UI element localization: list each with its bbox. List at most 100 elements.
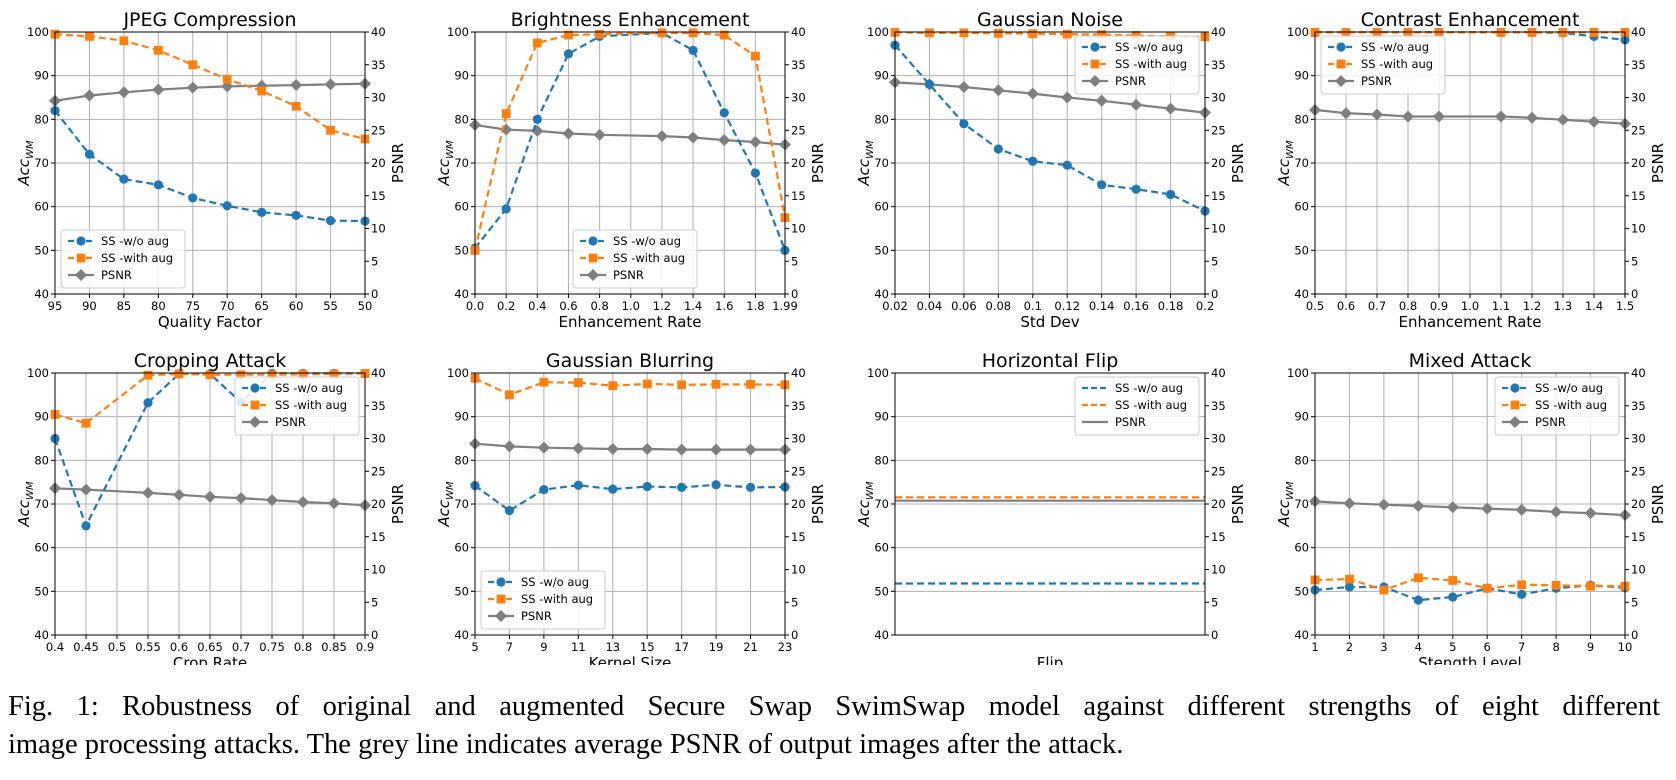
y-tick-label-right: 30 xyxy=(371,91,386,105)
data-point-without-aug xyxy=(119,174,129,184)
y-tick-label-left: 80 xyxy=(34,112,49,126)
y-tick-label-right: 0 xyxy=(371,287,378,301)
data-point-psnr xyxy=(749,136,762,149)
y-tick-label-right: 5 xyxy=(791,595,798,609)
x-tick-label: 0.65 xyxy=(197,640,223,654)
data-point-with-aug xyxy=(1517,580,1527,590)
y-tick-label-left: 90 xyxy=(34,69,49,83)
data-point-without-aug xyxy=(84,149,95,159)
chart-title: Gaussian Blurring xyxy=(546,350,714,372)
series-line-with-aug xyxy=(54,372,366,425)
data-point-psnr xyxy=(1550,505,1563,518)
y-axis-label-right: PSNR xyxy=(1649,143,1667,183)
y-tick-label-left: 50 xyxy=(34,584,49,598)
y-tick-label-left: 50 xyxy=(874,584,889,598)
data-point-psnr xyxy=(328,497,340,510)
data-point-psnr xyxy=(1343,497,1356,510)
plot-frame xyxy=(1314,31,1626,295)
y-tick-label-left: 60 xyxy=(454,200,469,214)
legend-marker-psnr xyxy=(1089,75,1101,87)
y-tick-label-left: 70 xyxy=(1294,497,1309,511)
x-tick-label: 0.08 xyxy=(986,299,1012,313)
legend-label-with-aug: SS -with aug xyxy=(521,592,593,606)
legend-label-without-aug: SS -w/o aug xyxy=(1115,40,1183,54)
data-point-without-aug xyxy=(1028,156,1038,166)
x-tick-label: 0.7 xyxy=(232,640,250,654)
legend-label-psnr: PSNR xyxy=(1115,415,1146,429)
y-axis-label-left: AccWM xyxy=(435,481,456,528)
chart-title: Mixed Attack xyxy=(1409,350,1532,372)
legend-marker-with-aug xyxy=(1336,59,1346,69)
data-point-with-aug xyxy=(153,45,163,55)
data-point-with-aug xyxy=(85,31,94,41)
y-tick-label-right: 40 xyxy=(791,25,806,39)
y-tick-label-right: 10 xyxy=(371,222,386,236)
y-tick-label-left: 60 xyxy=(874,541,889,555)
y-tick-label-left: 100 xyxy=(1287,25,1309,39)
data-point-without-aug xyxy=(719,108,729,118)
data-point-psnr xyxy=(1340,107,1352,120)
series-line-psnr xyxy=(894,81,1206,114)
legend-marker-without-aug xyxy=(1090,42,1100,52)
legend: SS -w/o aug SS -with aug PSNR xyxy=(480,570,606,630)
y-tick-label-right: 40 xyxy=(1211,25,1226,39)
legend-label-psnr: PSNR xyxy=(1535,415,1566,429)
data-point-with-aug xyxy=(174,369,184,379)
data-point-with-aug xyxy=(1062,29,1072,39)
data-point-with-aug xyxy=(257,86,267,96)
data-point-psnr xyxy=(204,490,216,503)
y-tick-label-left: 80 xyxy=(874,112,889,126)
data-point-without-aug xyxy=(325,216,336,226)
y-tick-label-left: 50 xyxy=(1294,243,1309,257)
data-point-with-aug xyxy=(81,418,91,428)
y-tick-label-right: 35 xyxy=(791,58,806,72)
y-tick-label-right: 5 xyxy=(1631,595,1638,609)
data-point-with-aug xyxy=(326,125,335,135)
x-axis-label: Kernel Size xyxy=(589,654,672,665)
x-tick-label: 0.12 xyxy=(1054,299,1080,313)
y-tick-label-right: 25 xyxy=(791,123,806,137)
y-axis-label-right: PSNR xyxy=(1649,484,1667,524)
data-point-psnr xyxy=(173,488,185,501)
y-tick-label-right: 25 xyxy=(1631,464,1646,478)
y-axis-label-right: PSNR xyxy=(1229,484,1247,524)
y-tick-label-right: 0 xyxy=(1211,287,1218,301)
legend-label-psnr: PSNR xyxy=(521,609,552,623)
y-tick-label-right: 40 xyxy=(371,366,386,380)
x-tick-label: 0.1 xyxy=(1024,299,1042,313)
y-tick-label-left: 90 xyxy=(1294,69,1309,83)
x-tick-label: 0.02 xyxy=(882,299,908,313)
data-point-without-aug xyxy=(1517,589,1527,599)
data-point-psnr xyxy=(1446,501,1459,514)
x-tick-label: 60 xyxy=(289,299,304,313)
data-point-psnr xyxy=(80,483,92,496)
data-point-psnr xyxy=(266,494,278,507)
x-tick-label: 0.8 xyxy=(1399,299,1417,313)
x-tick-label: 65 xyxy=(254,299,269,313)
data-point-without-aug xyxy=(81,521,91,531)
legend-label-with-aug: SS -with aug xyxy=(613,251,685,265)
data-point-with-aug xyxy=(119,36,129,46)
y-tick-label-left: 90 xyxy=(34,410,49,424)
data-point-psnr xyxy=(1526,111,1538,124)
y-tick-label-left: 50 xyxy=(454,584,469,598)
data-point-psnr xyxy=(186,81,199,94)
legend-label-with-aug: SS -with aug xyxy=(1115,398,1187,412)
data-point-without-aug xyxy=(257,207,267,217)
x-tick-label: 90 xyxy=(82,299,97,313)
legend-label-psnr: PSNR xyxy=(613,268,644,282)
data-point-with-aug xyxy=(1586,581,1595,591)
y-tick-label-left: 70 xyxy=(34,497,49,511)
y-tick-label-right: 10 xyxy=(371,563,386,577)
data-point-without-aug xyxy=(532,114,542,124)
x-tick-label: 4 xyxy=(1415,640,1422,654)
y-tick-label-right: 15 xyxy=(1211,189,1226,203)
x-tick-label: 1.8 xyxy=(746,299,764,313)
y-tick-label-left: 80 xyxy=(454,453,469,467)
series-line-without-aug xyxy=(474,483,786,512)
legend: SS -w/o aug SS -with aug PSNR xyxy=(234,376,360,436)
y-axis-label-left: AccWM xyxy=(15,481,36,528)
y-tick-label-left: 40 xyxy=(454,287,469,301)
y-tick-label-left: 80 xyxy=(454,112,469,126)
y-tick-label-right: 15 xyxy=(791,189,806,203)
